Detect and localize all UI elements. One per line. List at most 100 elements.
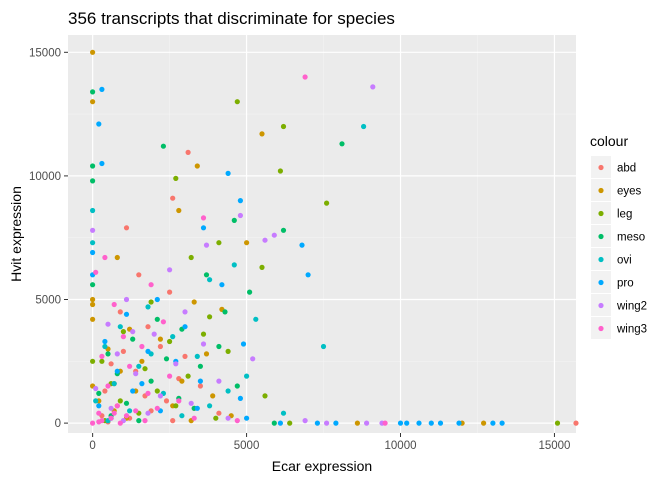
data-point-wing2	[250, 356, 256, 362]
data-point-wing2	[302, 418, 308, 424]
data-point-pro	[219, 282, 225, 288]
y-tick-label: 15000	[29, 47, 61, 59]
data-point-abd	[157, 343, 163, 350]
data-point-ovi	[93, 398, 99, 404]
data-point-pro	[200, 225, 207, 231]
data-point-wing3	[99, 353, 105, 359]
legend-label-pro: pro	[617, 278, 634, 290]
data-point-ovi	[136, 363, 142, 369]
data-point-pro	[314, 420, 320, 426]
data-point-abd	[108, 361, 114, 367]
plot-panel	[68, 35, 576, 433]
data-point-eyes	[210, 393, 216, 399]
legend: colour abd eyes leg meso ovi pro wing2 wing3	[590, 133, 647, 339]
legend-label-eyes: eyes	[617, 186, 642, 198]
data-point-abd	[182, 353, 188, 359]
data-point-leg	[280, 123, 287, 130]
data-point-eyes	[203, 351, 210, 357]
data-point-wing3	[120, 334, 126, 340]
data-point-ovi	[320, 343, 327, 350]
data-point-abd	[123, 225, 130, 231]
data-point-meso	[123, 400, 130, 406]
legend-label-leg: leg	[617, 209, 632, 221]
x-tick-label: 10000	[385, 440, 417, 452]
data-point-wing3	[167, 373, 173, 379]
data-point-meso	[90, 89, 96, 95]
data-point-ovi	[361, 123, 367, 130]
data-point-wing3	[139, 343, 145, 350]
data-point-eyes	[139, 358, 145, 364]
data-point-pro	[428, 420, 434, 426]
data-point-meso	[105, 351, 111, 357]
data-point-pro	[130, 388, 136, 394]
data-point-meso	[90, 163, 96, 169]
data-point-meso	[163, 356, 170, 362]
data-point-pro	[416, 420, 422, 426]
data-point-leg	[120, 329, 126, 335]
data-point-wing3	[200, 215, 207, 221]
data-point-meso	[130, 336, 136, 342]
data-point-abd	[102, 388, 108, 394]
legend-item-pro: pro	[591, 271, 634, 293]
data-point-wing3	[96, 410, 102, 416]
data-point-ovi	[231, 262, 237, 268]
data-point-wing2	[182, 309, 188, 315]
data-point-leg	[324, 200, 330, 206]
data-point-pro	[197, 378, 203, 384]
series-ovi	[90, 123, 367, 424]
data-point-wing2	[167, 267, 173, 273]
data-point-pro	[237, 198, 243, 204]
data-point-leg	[554, 420, 561, 426]
data-point-pro	[499, 420, 505, 426]
data-point-leg	[216, 240, 222, 246]
data-point-wing2	[237, 212, 243, 219]
data-point-leg	[148, 299, 154, 305]
data-point-wing2	[151, 331, 157, 337]
data-point-leg	[200, 331, 207, 337]
data-point-ovi	[225, 388, 231, 394]
data-point-meso	[234, 383, 240, 389]
data-point-meso	[216, 343, 222, 350]
data-point-ovi	[244, 373, 250, 379]
legend-key-leg	[598, 210, 604, 217]
data-point-abd	[136, 272, 142, 278]
data-point-ovi	[127, 408, 133, 414]
data-point-meso	[231, 217, 237, 223]
data-point-meso	[154, 316, 160, 322]
data-point-leg	[117, 398, 123, 404]
legend-item-eyes: eyes	[591, 179, 642, 201]
minor-gridlines	[68, 35, 576, 433]
data-point-ovi	[280, 410, 287, 416]
data-point-wing3	[96, 419, 102, 425]
data-point-abd	[170, 418, 176, 424]
legend-items: abd eyes leg meso ovi pro wing2 wing3	[591, 156, 647, 339]
data-point-leg	[259, 264, 265, 270]
data-point-leg	[277, 168, 283, 174]
legend-item-leg: leg	[591, 202, 632, 224]
legend-key-wing2	[598, 302, 604, 309]
data-point-wing3	[117, 420, 123, 426]
x-tick-label: 5000	[234, 440, 260, 452]
series-eyes	[90, 49, 487, 426]
data-point-wing3	[102, 254, 108, 261]
data-point-wing3	[123, 413, 130, 419]
major-gridlines	[68, 35, 576, 433]
data-point-wing2	[188, 400, 194, 406]
data-point-pro	[333, 420, 339, 426]
data-point-ovi	[179, 413, 185, 419]
data-point-pro	[404, 420, 410, 426]
data-point-leg	[287, 420, 293, 426]
data-point-wing2	[133, 371, 139, 377]
data-point-wing3	[154, 405, 160, 411]
data-point-wing2	[90, 227, 96, 233]
data-point-leg	[154, 388, 160, 394]
data-point-wing2	[108, 405, 114, 411]
data-point-wing3	[93, 269, 99, 275]
data-point-wing2	[123, 296, 130, 303]
data-point-pro	[154, 296, 160, 303]
data-point-eyes	[191, 299, 197, 305]
data-point-eyes	[90, 99, 96, 105]
data-point-pro	[182, 324, 188, 330]
data-point-abd	[216, 410, 222, 416]
legend-label-ovi: ovi	[617, 255, 632, 267]
